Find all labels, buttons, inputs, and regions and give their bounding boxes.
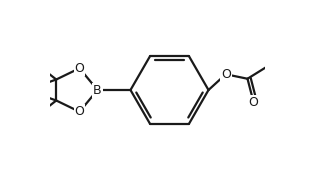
Text: B: B [93, 84, 102, 96]
Text: O: O [249, 96, 258, 109]
Text: O: O [75, 105, 84, 118]
Text: O: O [75, 62, 84, 75]
Text: O: O [221, 68, 231, 81]
